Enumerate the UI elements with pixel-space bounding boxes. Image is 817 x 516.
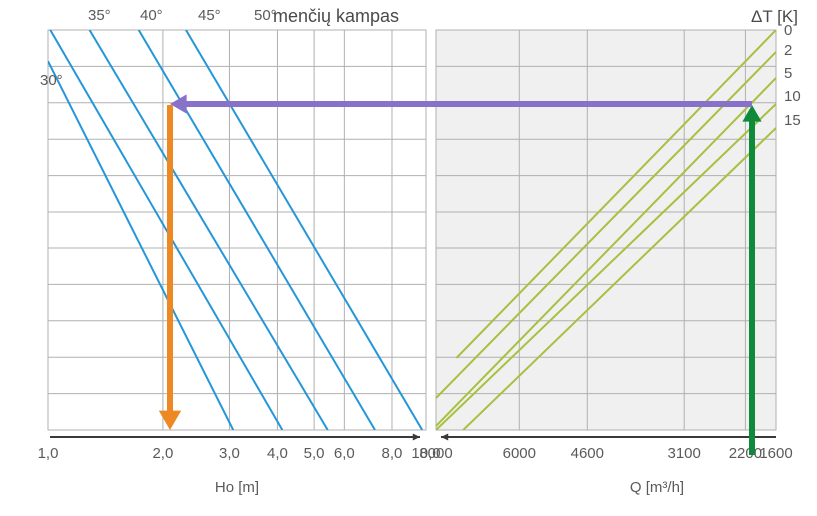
left-x-label: Ho [m] — [215, 479, 259, 496]
angle-label: 45° — [198, 7, 221, 24]
right-x-label: Q [m³/h] — [630, 479, 684, 496]
left-x-tick: 5,0 — [304, 445, 325, 462]
left-title: menčių kampas — [273, 6, 399, 26]
delta-t-value: 2 — [784, 42, 792, 59]
delta-t-value: 10 — [784, 88, 801, 105]
left-x-tick: 2,0 — [152, 445, 173, 462]
left-x-tick: 4,0 — [267, 445, 288, 462]
delta-t-title: ΔT [K] — [751, 7, 798, 26]
right-x-tick: 3100 — [668, 445, 701, 462]
right-x-tick: 2200 — [729, 445, 762, 462]
left-x-tick: 1,0 — [38, 445, 59, 462]
left-x-tick: 6,0 — [334, 445, 355, 462]
right-x-tick: 8000 — [419, 445, 452, 462]
right-x-tick: 4600 — [571, 445, 604, 462]
delta-t-value: 5 — [784, 65, 792, 82]
right-x-tick: 1600 — [759, 445, 792, 462]
left-x-tick: 3,0 — [219, 445, 240, 462]
angle-label: 35° — [88, 7, 111, 24]
left-x-tick: 8,0 — [382, 445, 403, 462]
nomograph-chart: 30°35°40°45°50°menčių kampas1,02,03,04,0… — [0, 0, 817, 516]
angle-label: 30° — [40, 72, 63, 89]
angle-label: 40° — [140, 7, 163, 24]
right-x-tick: 6000 — [503, 445, 536, 462]
delta-t-value: 15 — [784, 112, 801, 129]
